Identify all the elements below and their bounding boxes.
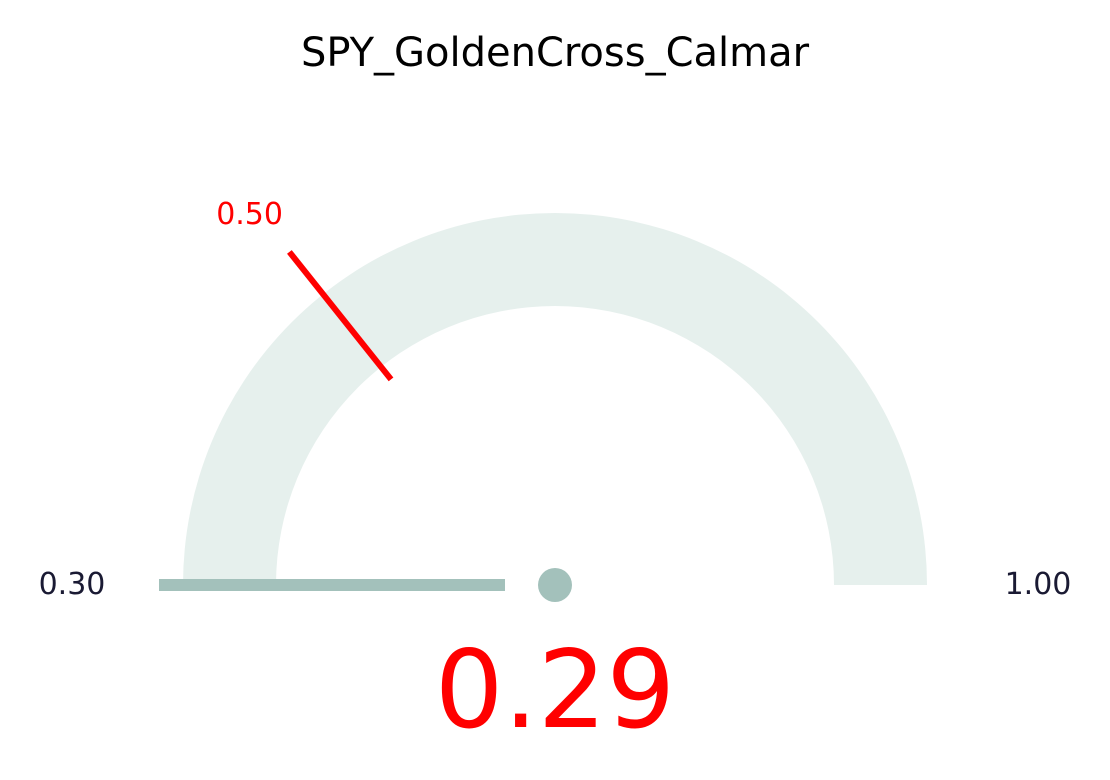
min-label: 0.30 [39,567,106,602]
threshold-marker [287,250,394,382]
chart-title: SPY_GoldenCross_Calmar [301,30,810,76]
gauge-hub [538,568,572,602]
threshold-label: 0.50 [216,197,283,232]
gauge-value: 0.29 [435,628,675,753]
gauge-track [183,213,927,585]
max-label: 1.00 [1005,567,1072,602]
